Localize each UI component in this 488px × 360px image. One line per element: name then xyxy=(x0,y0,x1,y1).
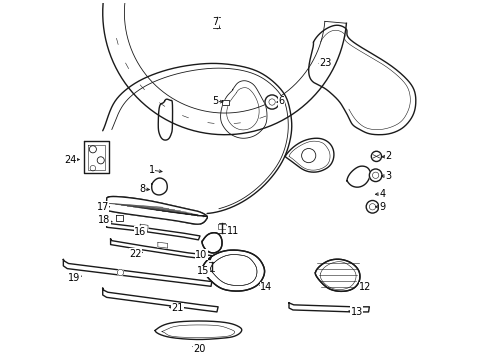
Polygon shape xyxy=(103,197,206,224)
Polygon shape xyxy=(102,63,291,213)
Polygon shape xyxy=(63,260,211,286)
Text: 12: 12 xyxy=(359,282,371,292)
Polygon shape xyxy=(315,260,359,291)
Circle shape xyxy=(97,157,104,164)
Circle shape xyxy=(366,201,378,213)
Text: 16: 16 xyxy=(134,227,146,237)
Circle shape xyxy=(264,95,279,109)
Polygon shape xyxy=(202,250,264,291)
Text: 24: 24 xyxy=(64,154,77,165)
Text: 2: 2 xyxy=(385,151,390,161)
Text: 18: 18 xyxy=(98,215,110,225)
Text: 17: 17 xyxy=(96,202,109,212)
Polygon shape xyxy=(116,215,122,221)
Polygon shape xyxy=(102,288,218,312)
Polygon shape xyxy=(102,0,346,135)
Polygon shape xyxy=(218,224,225,229)
Text: 20: 20 xyxy=(193,343,205,354)
Text: 14: 14 xyxy=(260,282,272,292)
Circle shape xyxy=(117,269,123,276)
Circle shape xyxy=(370,151,381,162)
Circle shape xyxy=(90,166,96,171)
Polygon shape xyxy=(106,222,200,240)
Text: 19: 19 xyxy=(68,273,81,283)
Polygon shape xyxy=(202,233,222,252)
Text: 8: 8 xyxy=(139,184,145,194)
Text: 7: 7 xyxy=(211,18,218,27)
Polygon shape xyxy=(84,141,109,173)
Text: 11: 11 xyxy=(226,226,238,236)
Text: 13: 13 xyxy=(350,307,362,317)
Polygon shape xyxy=(288,303,368,312)
Text: 4: 4 xyxy=(379,189,385,199)
Circle shape xyxy=(368,169,381,181)
Text: 22: 22 xyxy=(129,249,142,258)
Polygon shape xyxy=(158,242,167,248)
Polygon shape xyxy=(222,100,229,105)
Text: 10: 10 xyxy=(195,250,207,260)
Text: 3: 3 xyxy=(385,171,390,181)
Polygon shape xyxy=(110,239,211,260)
Text: 5: 5 xyxy=(211,96,218,106)
Text: 9: 9 xyxy=(379,202,385,212)
Circle shape xyxy=(89,146,96,153)
Circle shape xyxy=(301,148,315,163)
Text: 6: 6 xyxy=(278,96,285,106)
Text: 1: 1 xyxy=(148,165,155,175)
Text: 23: 23 xyxy=(318,58,331,68)
Text: 21: 21 xyxy=(171,303,183,313)
Text: 15: 15 xyxy=(197,266,209,276)
Polygon shape xyxy=(140,224,148,229)
